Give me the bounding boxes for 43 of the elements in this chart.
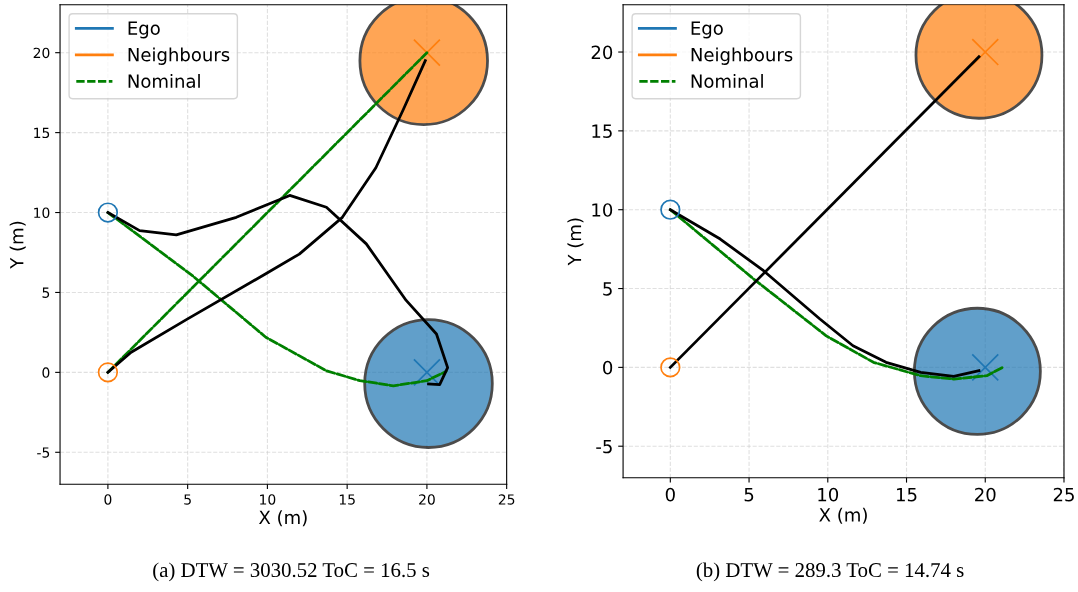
text: (a) DTW = 3030.52 ToC = 16.5 s [153, 562, 430, 582]
x-tick-label: 0 [104, 494, 112, 505]
x-axis-title: X (m) [819, 507, 867, 524]
point [97, 362, 119, 383]
legend-label: Ego [128, 21, 160, 39]
y-axis-title: Y (m) [9, 221, 26, 269]
point [413, 358, 441, 387]
x-tick-label: 25 [1053, 487, 1074, 502]
legend-label: Ego [691, 21, 723, 39]
x-tick-label: 10 [818, 487, 839, 502]
legend-label: Neighbours [691, 47, 793, 65]
y-tick-label: 10 [592, 203, 613, 217]
y-tick-label: 0 [603, 360, 613, 375]
y-tick-label: 10 [34, 207, 50, 218]
point [971, 353, 1000, 382]
y-tick-label: -5 [37, 447, 50, 458]
x-tick-label: 15 [339, 494, 355, 505]
y-tick-label: 20 [33, 47, 50, 59]
x-tick-label: 10 [260, 494, 276, 505]
y-tick-label: -5 [596, 439, 612, 454]
y-tick-label: 5 [603, 282, 612, 296]
x-tick-label: 25 [498, 494, 515, 505]
point [660, 357, 681, 378]
y-tick-label: 5 [42, 287, 50, 298]
x-tick-label: 15 [897, 488, 917, 502]
y-tick-label: 20 [591, 45, 613, 60]
legend-label: Nominal [691, 73, 763, 88]
x-tick-label: 5 [744, 488, 754, 502]
point [97, 202, 119, 223]
y-tick-label: 0 [42, 367, 50, 378]
x-tick-label: 0 [665, 487, 675, 502]
legend-label: Neighbours [128, 47, 230, 65]
legend-label: Nominal [128, 73, 200, 88]
point [971, 38, 1000, 66]
x-axis-title: X (m) [259, 510, 307, 527]
point [660, 199, 681, 220]
y-tick-label: 15 [592, 124, 612, 138]
x-tick-label: 20 [419, 494, 435, 505]
y-tick-label: 15 [34, 127, 50, 139]
x-tick-label: 20 [975, 487, 996, 502]
x-tick-label: 5 [184, 494, 191, 505]
y-axis-title: Y (m) [567, 218, 584, 266]
text: (b) DTW = 289.3 ToC = 14.74 s [696, 562, 964, 582]
